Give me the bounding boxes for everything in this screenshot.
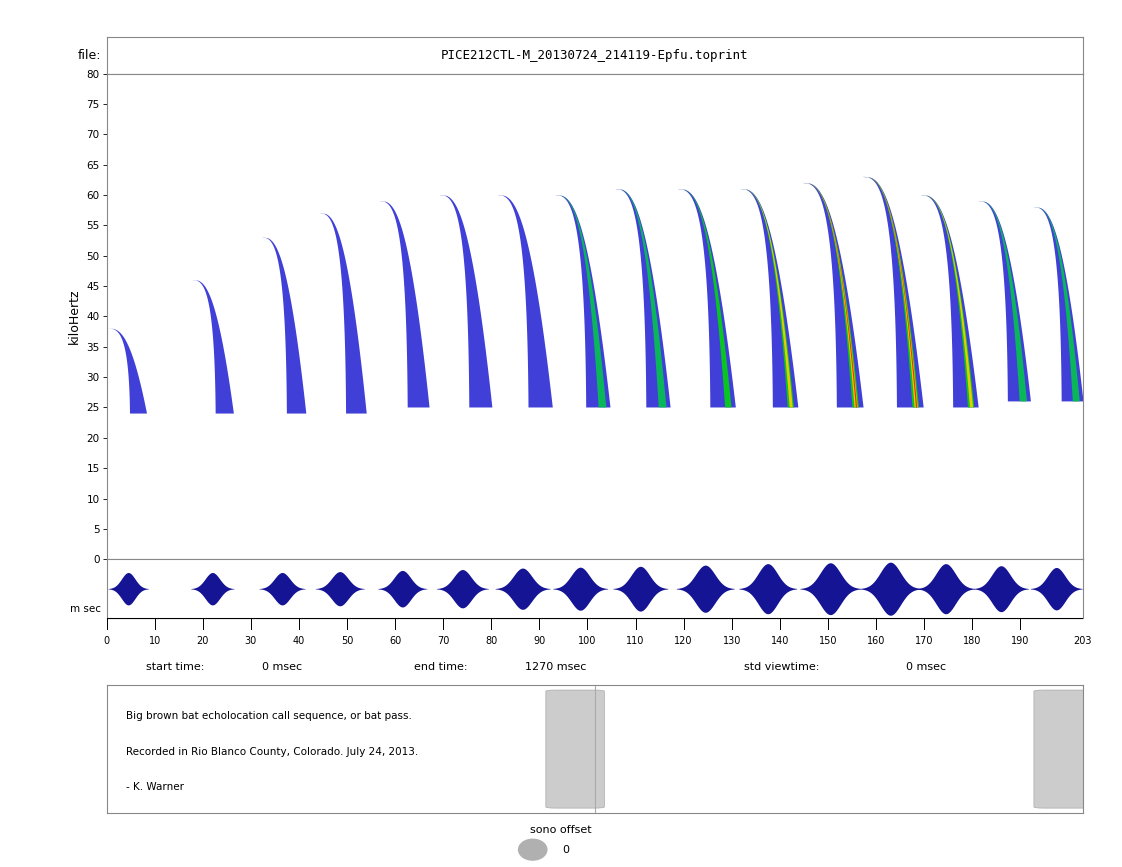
Text: 203: 203 (1074, 636, 1092, 646)
Polygon shape (803, 183, 859, 407)
Text: 120: 120 (674, 636, 693, 646)
Polygon shape (616, 189, 666, 407)
Text: std viewtime:: std viewtime: (744, 662, 819, 672)
Text: 1270 msec: 1270 msec (525, 662, 587, 672)
Polygon shape (921, 195, 973, 407)
Polygon shape (802, 183, 864, 407)
Text: 180: 180 (963, 636, 982, 646)
Polygon shape (1033, 207, 1084, 401)
Polygon shape (864, 177, 917, 407)
Text: 160: 160 (867, 636, 885, 646)
Text: 60: 60 (389, 636, 402, 646)
Polygon shape (379, 201, 430, 407)
Polygon shape (1034, 207, 1079, 401)
Polygon shape (920, 195, 978, 407)
Text: 150: 150 (819, 636, 837, 646)
Polygon shape (108, 329, 147, 414)
Polygon shape (555, 195, 610, 407)
Polygon shape (497, 195, 553, 407)
Polygon shape (440, 195, 493, 407)
Text: file:: file: (77, 49, 101, 62)
Text: 0: 0 (562, 844, 570, 855)
Text: 40: 40 (293, 636, 305, 646)
FancyBboxPatch shape (1034, 690, 1091, 808)
Polygon shape (192, 280, 233, 414)
Text: sono offset: sono offset (531, 825, 591, 835)
Text: PICE212CTL-M_20130724_214119-Epfu.toprint: PICE212CTL-M_20130724_214119-Epfu.toprin… (441, 49, 748, 62)
Polygon shape (978, 201, 1031, 401)
Text: 90: 90 (533, 636, 545, 646)
Text: 110: 110 (626, 636, 645, 646)
Text: 130: 130 (723, 636, 741, 646)
Text: m sec: m sec (70, 604, 101, 615)
Polygon shape (320, 213, 367, 414)
Polygon shape (803, 183, 857, 407)
Polygon shape (921, 195, 974, 407)
Polygon shape (615, 189, 671, 407)
Text: 30: 30 (245, 636, 257, 646)
Text: 50: 50 (341, 636, 353, 646)
Polygon shape (864, 177, 918, 407)
Polygon shape (742, 189, 793, 407)
Polygon shape (803, 183, 857, 407)
Text: 190: 190 (1011, 636, 1029, 646)
Text: 0: 0 (103, 636, 110, 646)
Text: Recorded in Rio Blanco County, Colorado. July 24, 2013.: Recorded in Rio Blanco County, Colorado.… (126, 746, 419, 757)
Polygon shape (741, 189, 799, 407)
Text: 80: 80 (485, 636, 497, 646)
Text: 20: 20 (196, 636, 209, 646)
Text: 100: 100 (578, 636, 597, 646)
Polygon shape (555, 195, 606, 407)
FancyBboxPatch shape (545, 690, 605, 808)
Polygon shape (679, 189, 732, 407)
Polygon shape (741, 189, 794, 407)
Polygon shape (261, 238, 306, 414)
Text: 0 msec: 0 msec (907, 662, 947, 672)
Text: 140: 140 (771, 636, 789, 646)
Text: - K. Warner: - K. Warner (126, 782, 184, 792)
Ellipse shape (518, 839, 546, 860)
Text: 0 msec: 0 msec (263, 662, 302, 672)
Text: 170: 170 (914, 636, 934, 646)
Text: start time:: start time: (146, 662, 204, 672)
Polygon shape (678, 189, 736, 407)
Text: 10: 10 (148, 636, 160, 646)
Polygon shape (864, 177, 919, 407)
Polygon shape (980, 201, 1027, 401)
Text: 70: 70 (436, 636, 450, 646)
Polygon shape (863, 177, 923, 407)
Y-axis label: kiloHertz: kiloHertz (67, 289, 81, 344)
Text: end time:: end time: (414, 662, 468, 672)
Text: Big brown bat echolocation call sequence, or bat pass.: Big brown bat echolocation call sequence… (126, 711, 412, 720)
